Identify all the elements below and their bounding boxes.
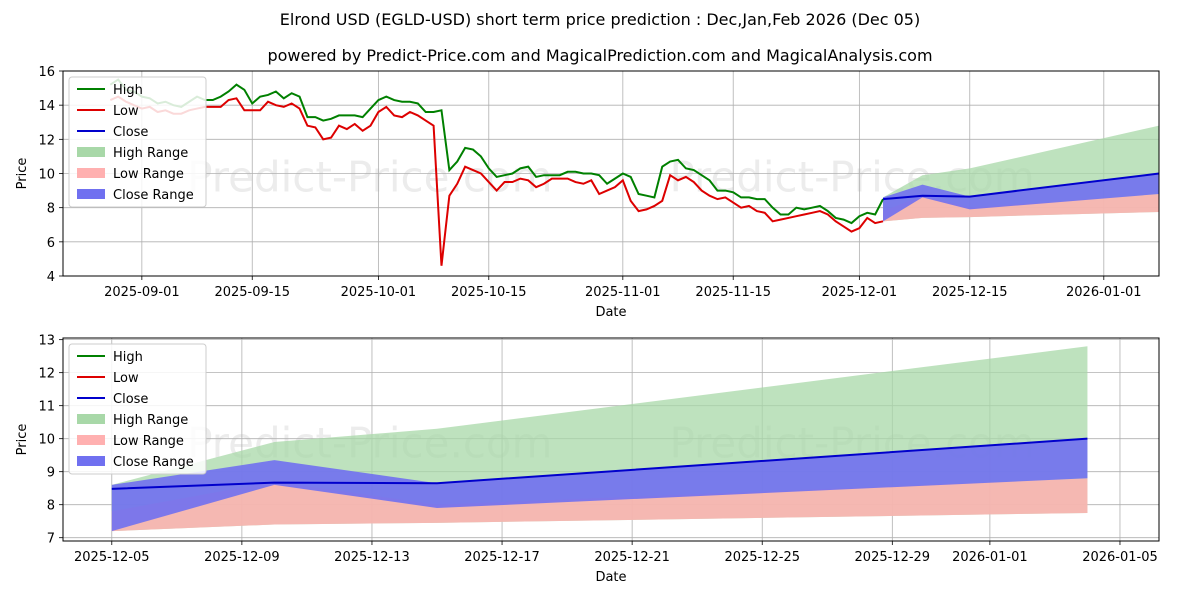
legend-label-low: Low xyxy=(113,371,139,386)
y-tick-label: 10 xyxy=(38,168,55,183)
x-tick-label: 2025-11-01 xyxy=(585,285,661,300)
y-tick-label: 16 xyxy=(38,65,55,80)
y-tick-label: 11 xyxy=(38,400,55,415)
x-tick-label: 2025-12-15 xyxy=(932,285,1008,300)
legend-label-close: Close xyxy=(113,392,148,407)
close-range-band xyxy=(883,173,1159,222)
x-tick-label: 2025-12-29 xyxy=(855,550,931,565)
legend-swatch-close-range xyxy=(77,189,105,199)
y-axis-label: Price xyxy=(15,424,30,456)
watermark: Predict-Price.com xyxy=(187,153,552,202)
low-range-band xyxy=(111,478,1088,532)
legend-swatch-close-range xyxy=(77,456,105,466)
x-tick-label: 2025-09-15 xyxy=(214,285,290,300)
x-tick-label: 2025-12-17 xyxy=(464,550,540,565)
y-tick-label: 9 xyxy=(47,466,55,481)
x-tick-label: 2025-12-25 xyxy=(724,550,800,565)
y-tick-label: 14 xyxy=(38,99,55,114)
y-tick-label: 10 xyxy=(38,433,55,448)
y-tick-label: 13 xyxy=(38,334,55,349)
x-tick-label: 2025-10-15 xyxy=(451,285,527,300)
low-series-line xyxy=(109,95,884,266)
legend-swatch-high-range xyxy=(77,147,105,157)
legend-swatch-low-range xyxy=(77,168,105,178)
plot-area xyxy=(111,346,1088,532)
y-tick-label: 12 xyxy=(38,133,55,148)
legend: High Low Close High Range Low Range Close Ran… xyxy=(68,76,207,208)
legend-label-high-range: High Range xyxy=(113,146,188,161)
y-tick-label: 8 xyxy=(47,499,55,514)
close-forecast-line xyxy=(111,437,1088,490)
legend-label-close: Close xyxy=(113,125,148,140)
legend-label-close-range: Close Range xyxy=(113,188,194,203)
legend-swatch-high-range xyxy=(77,414,105,424)
bottom-chart: Predict-Price.comPredict-Price.com2025-1… xyxy=(15,334,1160,585)
y-tick-label: 4 xyxy=(47,270,55,285)
close-forecast-line xyxy=(882,172,1159,201)
chart-subtitle: powered by Predict-Price.com and Magical… xyxy=(267,46,932,65)
y-tick-label: 6 xyxy=(47,236,55,251)
y-tick-label: 7 xyxy=(47,532,55,547)
legend-label-low-range: Low Range xyxy=(113,434,184,449)
axes-frame xyxy=(62,70,1160,277)
axes-frame xyxy=(62,337,1160,542)
legend-label-close-range: Close Range xyxy=(113,455,194,470)
legend-label-high: High xyxy=(113,350,143,365)
x-tick-label: 2025-11-15 xyxy=(695,285,771,300)
legend-label-low: Low xyxy=(113,104,139,119)
x-tick-label: 2025-10-01 xyxy=(341,285,417,300)
y-tick-label: 8 xyxy=(47,202,55,217)
x-tick-label: 2025-09-01 xyxy=(104,285,180,300)
legend-label-low-range: Low Range xyxy=(113,167,184,182)
x-tick-label: 2025-12-21 xyxy=(594,550,670,565)
legend: High Low Close High Range Low Range Close Ran… xyxy=(68,343,207,475)
y-axis-label: Price xyxy=(15,158,30,190)
legend-label-high-range: High Range xyxy=(113,413,188,428)
x-axis-label: Date xyxy=(595,305,626,320)
x-tick-label: 2026-01-01 xyxy=(952,550,1028,565)
x-tick-label: 2025-12-01 xyxy=(822,285,898,300)
legend-label-high: High xyxy=(113,83,143,98)
x-tick-label: 2025-12-05 xyxy=(74,550,150,565)
x-tick-label: 2026-01-05 xyxy=(1082,550,1158,565)
low-range-band xyxy=(883,194,1159,222)
chart-title: Elrond USD (EGLD-USD) short term price p… xyxy=(280,10,920,29)
legend-swatch-low-range xyxy=(77,435,105,445)
x-tick-label: 2025-12-13 xyxy=(334,550,410,565)
x-tick-label: 2026-01-01 xyxy=(1066,285,1142,300)
plot-area xyxy=(109,78,1159,266)
close-range-band xyxy=(111,438,1088,532)
x-axis-label: Date xyxy=(595,570,626,585)
high-series-line xyxy=(109,78,884,225)
y-tick-label: 12 xyxy=(38,367,55,382)
top-chart: Predict-Price.com Predict-Price.com2025-0… xyxy=(15,65,1160,320)
x-tick-label: 2025-12-09 xyxy=(204,550,280,565)
